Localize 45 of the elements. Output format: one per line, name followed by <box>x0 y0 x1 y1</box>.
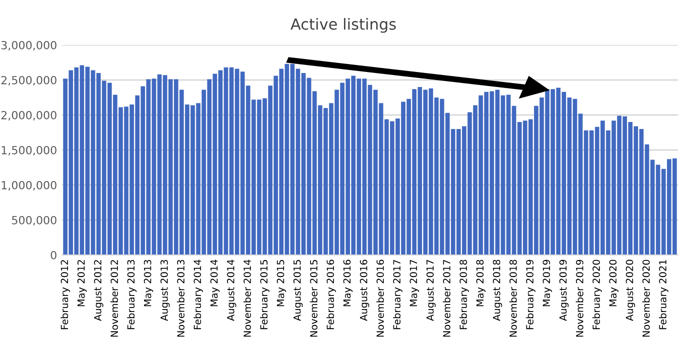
x-tick-label: November 2012 <box>110 260 118 337</box>
x-tick-label: August 2012 <box>94 260 104 321</box>
x-tick-label: May 2015 <box>276 260 286 306</box>
x-tick-label: November 2013 <box>176 260 184 337</box>
x-tick-label: November 2016 <box>376 260 384 337</box>
x-tick-label: November 2017 <box>442 260 450 337</box>
x-tick-label: August 2015 <box>293 260 303 321</box>
x-tick-label: August 2018 <box>492 260 502 321</box>
x-tick-label: August 2016 <box>360 260 370 321</box>
y-tick-label: 2,000,000 <box>1 110 56 121</box>
x-tick-label: May 2016 <box>343 260 353 306</box>
y-tick-label: 0 <box>50 250 56 260</box>
x-tick-label: February 2016 <box>326 260 336 330</box>
x-tick-label: February 2021 <box>658 260 668 330</box>
y-tick-label: 500,000 <box>12 216 56 226</box>
y-tick-label: 1,500,000 <box>2 146 56 156</box>
x-tick-label: August 2014 <box>226 260 236 321</box>
x-tick-label: August 2019 <box>559 260 569 321</box>
x-tick-label: February 2018 <box>459 260 469 330</box>
x-tick-label: August 2017 <box>426 260 436 321</box>
y-tick-label: 1,000,000 <box>2 180 56 191</box>
x-tick-label: August 2020 <box>626 260 636 321</box>
x-tick-label: February 2015 <box>260 260 270 330</box>
x-tick-label: February 2020 <box>592 260 602 330</box>
x-tick-label: May 2013 <box>144 260 154 306</box>
x-tick-label: February 2019 <box>526 260 536 330</box>
x-tick-label: May 2018 <box>476 260 486 306</box>
x-tick-label: November 2015 <box>310 260 318 337</box>
x-tick-label: November 2019 <box>576 260 584 337</box>
x-tick-label: February 2014 <box>194 260 203 330</box>
x-tick-label: November 2018 <box>509 260 517 337</box>
x-tick-label: May 2012 <box>77 260 87 306</box>
x-tick-label: May 2019 <box>542 260 552 306</box>
x-tick-label: November 2020 <box>642 260 650 337</box>
x-tick-label: May 2020 <box>609 260 618 306</box>
x-tick-label: May 2014 <box>210 260 220 306</box>
x-tick-label: February 2013 <box>127 260 137 330</box>
x-tick-label: May 2017 <box>410 260 420 306</box>
x-tick-label: August 2013 <box>160 260 170 321</box>
x-tick-label: February 2017 <box>392 260 402 330</box>
y-tick-label: 3,000,000 <box>1 40 56 51</box>
x-tick-label: November 2014 <box>243 260 251 337</box>
chart-title: Active listings <box>290 18 396 33</box>
x-tick-label: February 2012 <box>60 260 70 330</box>
y-tick-label: 2,500,000 <box>1 76 56 86</box>
